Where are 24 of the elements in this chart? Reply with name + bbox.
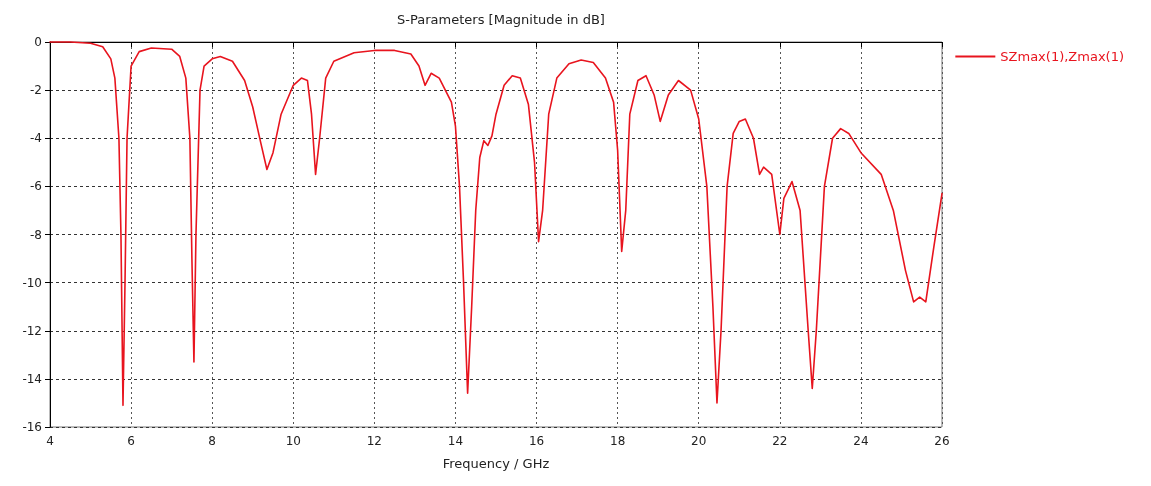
y-tick-label: -14 xyxy=(22,371,42,386)
y-tick-label: -12 xyxy=(22,323,42,338)
y-tick-label: -10 xyxy=(22,275,42,290)
x-axis-title: Frequency / GHz xyxy=(442,456,550,471)
x-tick-label: 18 xyxy=(610,434,626,448)
x-tick-label: 16 xyxy=(528,434,545,448)
legend-label: SZmax(1),Zmax(1) xyxy=(1000,49,1124,64)
y-tick-label: -8 xyxy=(30,227,42,242)
x-tick-label: 8 xyxy=(208,434,216,448)
x-tick-label: 26 xyxy=(934,434,950,448)
x-tick-label: 14 xyxy=(447,434,464,448)
x-tick-label: 4 xyxy=(46,434,54,448)
y-tick-label: -4 xyxy=(30,131,42,146)
x-tick-label: 12 xyxy=(366,434,382,448)
y-tick-label: 0 xyxy=(34,35,42,49)
x-tick-label: 6 xyxy=(127,434,135,448)
y-tick-label: -16 xyxy=(22,420,42,434)
x-tick-label: 10 xyxy=(285,434,301,448)
y-tick-label: -6 xyxy=(30,179,42,194)
x-tick-label: 22 xyxy=(772,434,788,448)
x-tick-label: 24 xyxy=(853,434,869,448)
x-tick-label: 20 xyxy=(691,434,707,448)
chart-title: S-Parameters [Magnitude in dB] xyxy=(397,12,605,27)
y-tick-label: -2 xyxy=(30,83,42,98)
